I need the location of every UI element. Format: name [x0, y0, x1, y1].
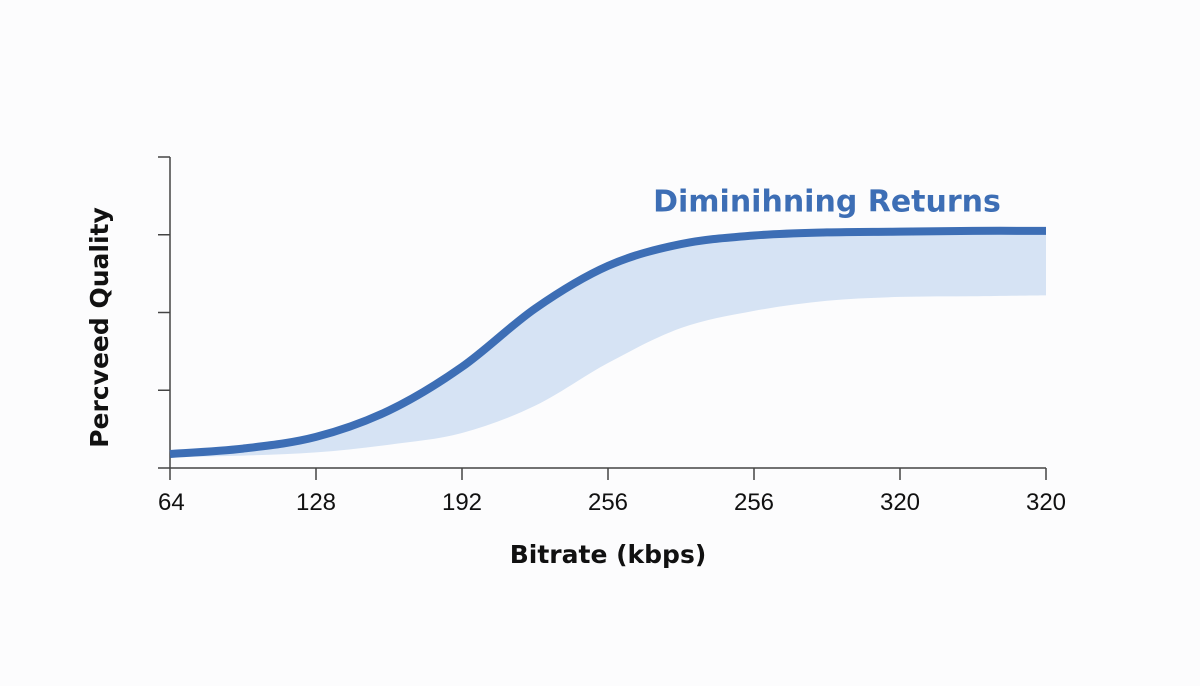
quality-band-area: [170, 230, 1046, 458]
y-axis-title: Percveed Quality: [85, 207, 114, 448]
line-layer: [169, 226, 1047, 458]
x-tick-label-2: 192: [442, 489, 482, 516]
x-axis-title: Bitrate (kbps): [510, 540, 707, 569]
x-tick-label-6: 320: [1026, 489, 1066, 516]
x-tick-label-4: 256: [734, 489, 774, 516]
x-tick-label-1: 128: [296, 489, 336, 516]
x-tick-label-5: 320: [880, 489, 920, 516]
annotation-diminishing-returns: Diminihning Returns: [653, 184, 1001, 219]
x-tick-label-0: 64: [158, 489, 185, 516]
quality-curve-line: [169, 226, 1047, 458]
labels-layer: 64 128 192 256 256 320 320: [158, 489, 1066, 516]
axes-layer: [158, 156, 1047, 480]
x-tick-label-3: 256: [588, 489, 628, 516]
band-layer: [170, 230, 1046, 458]
